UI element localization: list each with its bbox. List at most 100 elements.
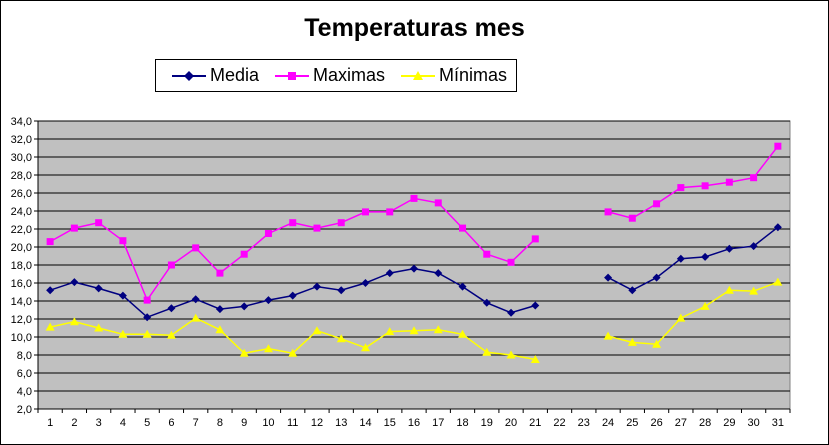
data-point-media bbox=[410, 264, 418, 273]
data-point-media bbox=[361, 279, 370, 287]
x-tick-label: 2 bbox=[71, 417, 77, 429]
data-point-minimas bbox=[263, 344, 273, 353]
legend-item-media: Media bbox=[172, 65, 259, 86]
y-tick-label: 10,0 bbox=[11, 332, 32, 344]
data-point-media bbox=[337, 286, 346, 295]
data-point-maximas bbox=[507, 258, 515, 266]
x-tick-label: 24 bbox=[602, 417, 614, 429]
data-point-minimas bbox=[676, 313, 686, 322]
data-point-minimas bbox=[652, 339, 662, 348]
data-point-maximas bbox=[361, 208, 369, 216]
legend-marker-minimas bbox=[401, 70, 436, 80]
data-point-media bbox=[628, 286, 637, 295]
data-point-minimas bbox=[191, 313, 201, 322]
data-point-maximas bbox=[434, 199, 442, 207]
x-tick-label: 1 bbox=[47, 417, 53, 429]
x-tick-label: 16 bbox=[408, 417, 420, 429]
data-point-media bbox=[94, 284, 103, 293]
y-tick-label: 2,0 bbox=[17, 404, 32, 416]
data-point-minimas bbox=[433, 325, 443, 334]
data-point-minimas bbox=[700, 301, 710, 310]
data-point-maximas bbox=[95, 219, 103, 227]
data-point-maximas bbox=[628, 214, 636, 222]
x-tick-label: 23 bbox=[578, 417, 590, 429]
y-tick-label: 32,0 bbox=[11, 134, 32, 146]
x-tick-label: 11 bbox=[287, 417, 298, 429]
x-tick-label: 28 bbox=[699, 417, 711, 429]
data-point-minimas bbox=[118, 329, 128, 338]
data-point-maximas bbox=[313, 224, 321, 232]
data-point-minimas bbox=[506, 350, 516, 359]
y-tick-label: 24,0 bbox=[11, 206, 32, 218]
data-point-maximas bbox=[410, 194, 418, 202]
x-tick-label: 3 bbox=[96, 417, 102, 429]
data-point-minimas bbox=[215, 325, 225, 334]
data-point-maximas bbox=[240, 250, 248, 258]
data-point-media bbox=[312, 282, 321, 291]
y-tick-label: 16,0 bbox=[11, 278, 32, 290]
data-point-minimas bbox=[749, 286, 759, 295]
data-point-minimas bbox=[724, 285, 734, 294]
data-point-maximas bbox=[119, 237, 127, 245]
data-point-minimas bbox=[288, 348, 298, 357]
data-point-media bbox=[118, 291, 127, 300]
data-point-maximas bbox=[70, 224, 78, 232]
data-point-media bbox=[434, 269, 443, 278]
data-point-minimas bbox=[530, 355, 540, 363]
y-tick-label: 34,0 bbox=[11, 116, 32, 128]
legend-label-media: Media bbox=[210, 65, 260, 85]
data-point-minimas bbox=[773, 277, 783, 286]
x-tick-label: 8 bbox=[217, 417, 223, 429]
data-point-media bbox=[507, 308, 516, 317]
legend-item-maximas: Maximas bbox=[275, 65, 385, 86]
data-point-maximas bbox=[677, 184, 685, 192]
legend-label-minimas: Mínimas bbox=[439, 65, 508, 85]
data-point-media bbox=[773, 223, 782, 232]
data-point-maximas bbox=[192, 244, 200, 252]
data-point-maximas bbox=[459, 224, 467, 232]
x-tick-label: 20 bbox=[505, 417, 517, 429]
data-point-media bbox=[725, 244, 734, 253]
x-tick-label: 13 bbox=[335, 417, 347, 429]
x-tick-label: 4 bbox=[120, 417, 126, 429]
y-tick-label: 4,0 bbox=[17, 386, 32, 398]
y-tick-label: 8,0 bbox=[17, 350, 32, 362]
data-point-maximas bbox=[725, 178, 733, 186]
data-point-maximas bbox=[143, 296, 151, 304]
data-point-maximas bbox=[531, 235, 539, 243]
data-point-media bbox=[264, 296, 273, 305]
data-point-maximas bbox=[483, 250, 491, 258]
y-tick-label: 22,0 bbox=[11, 224, 32, 236]
x-tick-label: 21 bbox=[529, 417, 541, 429]
legend-item-minimas: Mínimas bbox=[401, 65, 507, 86]
chart-title: Temperaturas mes bbox=[304, 14, 525, 42]
x-tick-label: 14 bbox=[359, 417, 371, 429]
data-point-minimas bbox=[482, 347, 492, 356]
x-tick-label: 25 bbox=[626, 417, 638, 429]
x-tick-label: 17 bbox=[432, 417, 444, 429]
data-point-minimas bbox=[458, 329, 468, 338]
data-point-media bbox=[701, 252, 710, 261]
data-point-media bbox=[652, 273, 661, 282]
y-tick-label: 12,0 bbox=[11, 314, 32, 326]
data-point-maximas bbox=[750, 174, 758, 182]
y-tick-label: 20,0 bbox=[11, 242, 32, 254]
y-tick-label: 26,0 bbox=[11, 188, 32, 200]
data-point-maximas bbox=[264, 230, 272, 237]
data-point-media bbox=[676, 254, 685, 263]
x-tick-label: 26 bbox=[650, 417, 662, 429]
x-tick-label: 12 bbox=[311, 417, 323, 429]
data-point-media bbox=[215, 305, 224, 314]
data-point-maximas bbox=[46, 238, 54, 246]
data-point-minimas bbox=[385, 327, 395, 336]
series-line-media bbox=[607, 226, 779, 292]
x-tick-label: 7 bbox=[193, 417, 199, 429]
data-point-minimas bbox=[69, 317, 79, 326]
data-point-minimas bbox=[603, 331, 613, 340]
y-tick-label: 28,0 bbox=[11, 170, 32, 182]
data-point-media bbox=[531, 301, 540, 310]
x-tick-label: 6 bbox=[168, 417, 174, 429]
data-point-media bbox=[143, 313, 152, 322]
y-tick-label: 30,0 bbox=[11, 152, 32, 164]
